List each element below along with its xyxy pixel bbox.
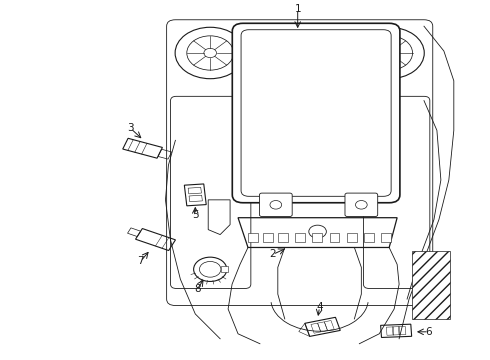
Circle shape — [187, 36, 234, 70]
Bar — [221, 266, 228, 272]
Bar — [329, 233, 340, 242]
FancyBboxPatch shape — [167, 20, 433, 306]
Circle shape — [175, 27, 245, 79]
Circle shape — [309, 225, 326, 238]
Bar — [365, 233, 374, 242]
Circle shape — [270, 201, 282, 209]
Text: 3: 3 — [127, 123, 134, 134]
Circle shape — [366, 36, 413, 70]
Text: 7: 7 — [137, 256, 144, 266]
Text: 1: 1 — [294, 4, 301, 14]
FancyBboxPatch shape — [241, 30, 391, 196]
Text: 6: 6 — [426, 327, 432, 337]
Circle shape — [204, 48, 217, 58]
Text: 8: 8 — [194, 284, 200, 294]
Bar — [263, 233, 273, 242]
Text: 5: 5 — [192, 210, 198, 220]
FancyBboxPatch shape — [345, 193, 378, 216]
Text: 2: 2 — [270, 249, 276, 260]
Circle shape — [355, 201, 367, 209]
FancyBboxPatch shape — [232, 23, 400, 203]
Circle shape — [199, 261, 221, 277]
Circle shape — [383, 48, 395, 58]
Bar — [347, 233, 357, 242]
FancyBboxPatch shape — [171, 96, 251, 288]
Bar — [294, 233, 305, 242]
Bar — [312, 233, 321, 242]
FancyBboxPatch shape — [260, 193, 292, 216]
Bar — [412, 251, 450, 319]
Circle shape — [354, 27, 424, 79]
Circle shape — [194, 257, 227, 282]
Bar — [278, 233, 288, 242]
Bar — [248, 233, 258, 242]
Bar — [381, 233, 391, 242]
Text: 4: 4 — [316, 302, 323, 312]
FancyBboxPatch shape — [364, 96, 430, 288]
